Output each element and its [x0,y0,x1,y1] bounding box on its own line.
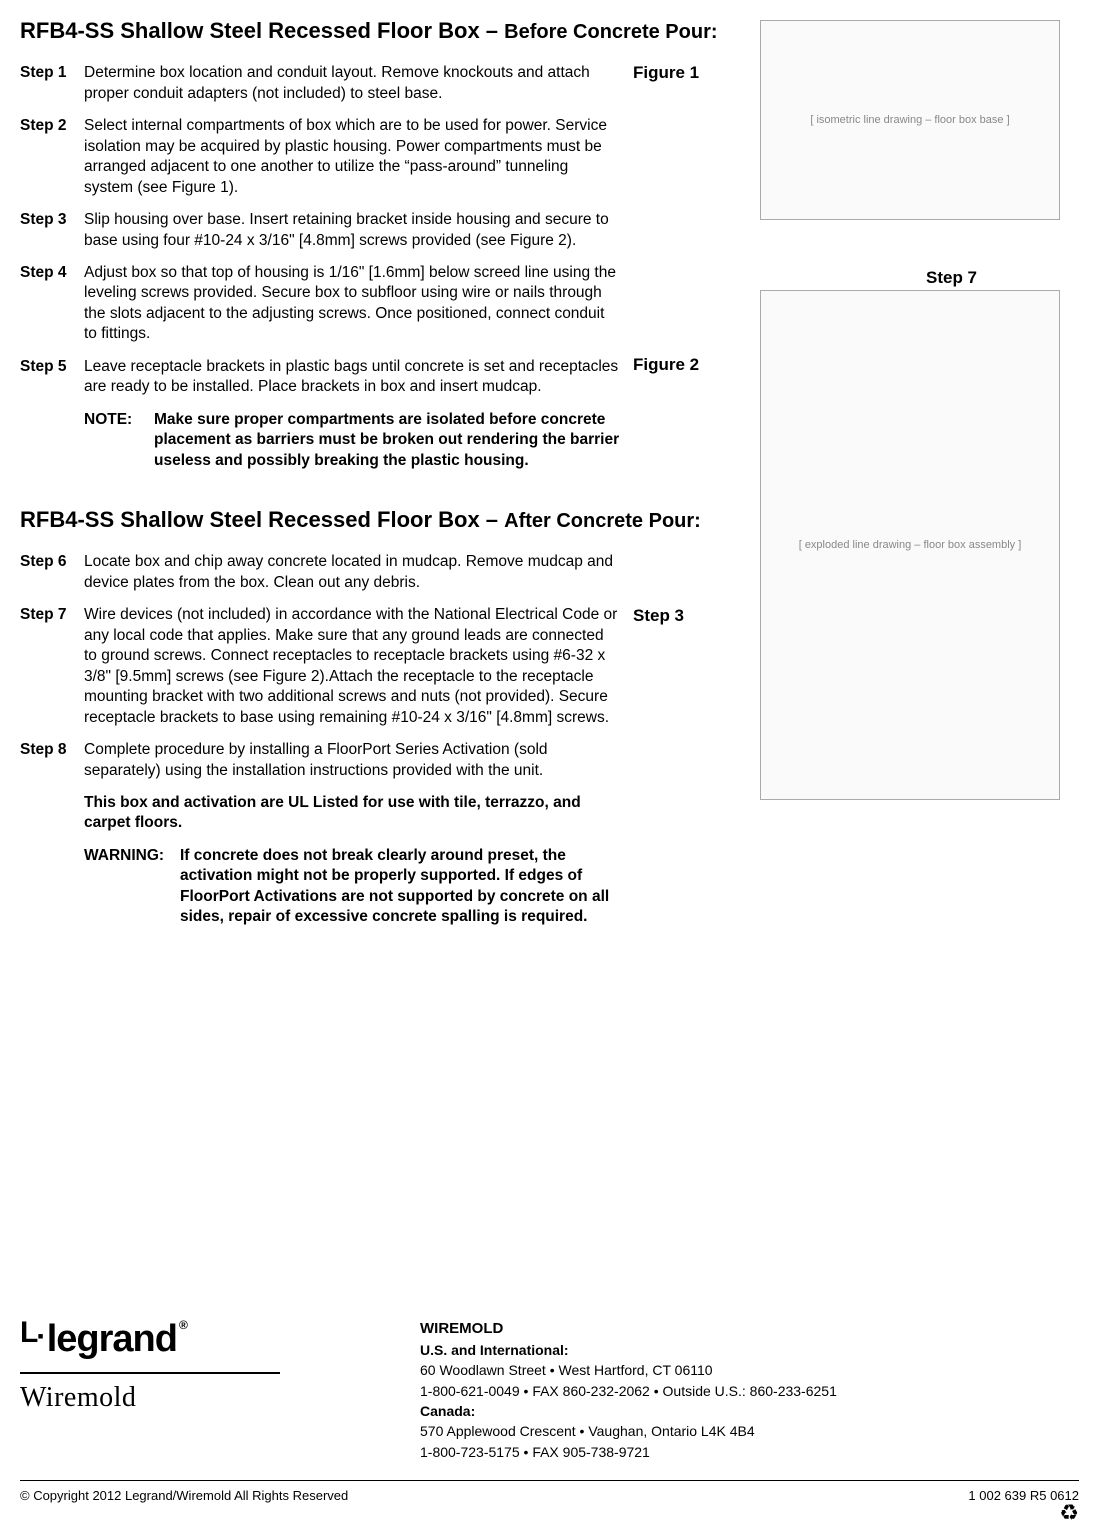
step-label: Step 1 [20,63,84,104]
contact-us-line2: 1-800-621-0049 • FAX 860-232-2062 • Outs… [420,1381,837,1401]
footer-top: L▪ legrand ® Wiremold WIREMOLD U.S. and … [20,1314,1079,1480]
step-row: Step 4 Adjust box so that top of housing… [20,263,620,345]
ul-listed-note: This box and activation are UL Listed fo… [84,793,620,834]
step-label: Step 5 [20,357,84,398]
footer-divider [20,1480,1079,1481]
section1-title-main: RFB4-SS Shallow Steel Recessed Floor Box… [20,18,504,43]
section2-title-main: RFB4-SS Shallow Steel Recessed Floor Box… [20,507,504,532]
legrand-text: legrand [47,1314,177,1364]
figure1-image: [ isometric line drawing – floor box bas… [760,20,1060,220]
step-text: Locate box and chip away concrete locate… [84,552,620,593]
step-row: Step 1 Determine box location and condui… [20,63,620,104]
step-label: Step 8 [20,740,84,781]
footer-right: 1 002 639 R5 0612 ♻ [968,1487,1079,1524]
step-text: Complete procedure by installing a Floor… [84,740,620,781]
step-text: Determine box location and conduit layou… [84,63,620,104]
contact-us-line1: 60 Woodlawn Street • West Hartford, CT 0… [420,1360,837,1380]
step-text: Slip housing over base. Insert retaining… [84,210,620,251]
step-text: Leave receptacle brackets in plastic bag… [84,357,620,398]
step7-callout: Step 7 [926,267,977,289]
recycle-icon: ♻ [968,1502,1079,1524]
step-row: Step 8 Complete procedure by installing … [20,740,620,781]
step-row: Step 5 Leave receptacle brackets in plas… [20,357,620,398]
logo-divider [20,1372,280,1374]
footer: L▪ legrand ® Wiremold WIREMOLD U.S. and … [0,1314,1099,1534]
figure2-image: [ exploded line drawing – floor box asse… [760,290,1060,800]
step-label: Step 6 [20,552,84,593]
warning-block: WARNING: If concrete does not break clea… [84,846,620,928]
step-row: Step 7 Wire devices (not included) in ac… [20,605,620,728]
step-text: Select internal compartments of box whic… [84,116,620,198]
step-text: Adjust box so that top of housing is 1/1… [84,263,620,345]
wiremold-logo: Wiremold [20,1380,280,1417]
note-block: NOTE: Make sure proper compartments are … [84,410,620,471]
step3-callout: Step 3 [633,605,684,627]
contact-ca-label: Canada: [420,1401,837,1421]
step-label: Step 4 [20,263,84,345]
section1-title-tail: Before Concrete Pour: [504,21,717,43]
figure2-label: Figure 2 [633,354,699,376]
footer-bottom: © Copyright 2012 Legrand/Wiremold All Ri… [20,1487,1079,1524]
step-text: Wire devices (not included) in accordanc… [84,605,620,728]
contact-us-label: U.S. and International: [420,1340,837,1360]
step-row: Step 6 Locate box and chip away concrete… [20,552,620,593]
step-row: Step 2 Select internal compartments of b… [20,116,620,198]
note-text: Make sure proper compartments are isolat… [154,410,620,471]
section2-title-tail: After Concrete Pour: [504,510,701,532]
warning-label: WARNING: [84,846,180,928]
note-label: NOTE: [84,410,154,471]
registered-mark-icon: ® [179,1318,187,1334]
contact-header: WIREMOLD [420,1318,837,1340]
logo-block: L▪ legrand ® Wiremold [20,1314,280,1417]
figure1-label: Figure 1 [633,62,699,84]
step-label: Step 2 [20,116,84,198]
contact-ca-line2: 1-800-723-5175 • FAX 905-738-9721 [420,1442,837,1462]
warning-text: If concrete does not break clearly aroun… [180,846,620,928]
contact-ca-line1: 570 Applewood Crescent • Vaughan, Ontari… [420,1421,837,1441]
legrand-mark-icon: L▪ [20,1318,43,1348]
legrand-logo: L▪ legrand ® [20,1314,280,1364]
contact-block: WIREMOLD U.S. and International: 60 Wood… [420,1314,837,1462]
step-label: Step 7 [20,605,84,728]
copyright: © Copyright 2012 Legrand/Wiremold All Ri… [20,1487,348,1504]
step-label: Step 3 [20,210,84,251]
step-row: Step 3 Slip housing over base. Insert re… [20,210,620,251]
